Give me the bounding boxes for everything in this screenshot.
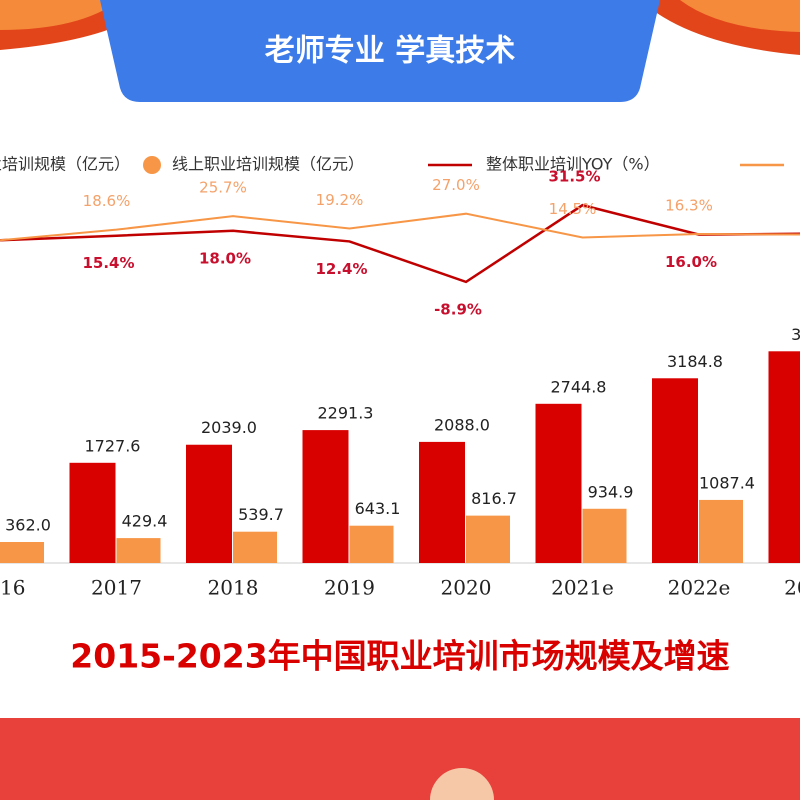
line	[0, 212, 800, 242]
decor-right-2	[680, 0, 800, 32]
data-label: 16.3%	[665, 197, 713, 215]
data-label: 2088.0	[434, 415, 490, 434]
x-tick-label: 2017	[91, 576, 142, 600]
x-tick-label: 2018	[208, 576, 259, 600]
data-label: 19.2%	[316, 191, 364, 209]
data-label: 3650	[791, 325, 800, 344]
data-label: 1727.6	[85, 436, 141, 455]
banner-text: 老师专业 学真技术	[265, 34, 515, 69]
decor-left-2	[0, 0, 120, 30]
footer-band	[0, 718, 800, 800]
data-label: 16.0%	[665, 253, 717, 271]
data-label: 934.9	[588, 482, 634, 501]
data-label: 18.6%	[83, 192, 131, 210]
bar	[535, 403, 582, 563]
data-label: 25.7%	[199, 179, 247, 197]
data-label: 27.0%	[432, 176, 480, 194]
bar	[419, 441, 465, 563]
bar	[0, 542, 44, 563]
data-label: 12.4%	[315, 260, 367, 278]
data-label: 539.7	[238, 505, 284, 524]
footer-decor	[430, 768, 494, 800]
data-label: 816.7	[471, 489, 517, 508]
chart-title: 2015-2023年中国职业培训市场规模及增速	[70, 637, 729, 676]
bar	[699, 499, 743, 563]
x-tick-label: 2022e	[668, 576, 731, 600]
legend-label: 线上职业培训规模（亿元）	[172, 155, 364, 174]
data-label: 643.1	[355, 499, 401, 518]
x-tick-label: 2020	[441, 576, 492, 600]
x-tick-label: 2016	[0, 576, 25, 600]
bar	[116, 538, 161, 563]
bar	[582, 508, 627, 563]
data-label: 15.4%	[82, 254, 134, 272]
data-label: 1087.4	[699, 473, 755, 492]
data-label: 2744.8	[551, 377, 607, 396]
data-label: -8.9%	[434, 300, 482, 318]
bar	[349, 525, 394, 563]
bar	[302, 430, 349, 563]
legend-label: 线下职业培训规模（亿元）	[0, 155, 130, 174]
legend-marker	[143, 156, 161, 174]
data-label: 18.0%	[199, 249, 251, 267]
chart: 2016 2017 2018 2019 2020 2021e 2022e 2023e 1727.…	[0, 155, 800, 600]
data-label: 2291.3	[318, 404, 374, 423]
data-label: 2039.0	[201, 418, 257, 437]
data-label: 3184.8	[667, 352, 723, 371]
x-tick-label: 2021e	[551, 576, 614, 600]
data-label: 14.5%	[549, 200, 597, 218]
x-tick-label: 2019	[324, 576, 375, 600]
bar	[69, 462, 116, 563]
x-tick-label: 2023e	[784, 576, 800, 600]
line	[0, 203, 800, 284]
data-label: 31.5%	[548, 168, 600, 186]
bar	[466, 515, 510, 563]
data-label: 429.4	[122, 512, 168, 531]
bar	[652, 378, 698, 563]
banner	[100, 0, 660, 102]
bar	[768, 351, 800, 563]
legend-label: 整体职业培训YOY（%）	[486, 155, 660, 174]
bar	[186, 444, 232, 563]
bar	[233, 531, 277, 563]
data-label: 362.0	[5, 516, 51, 535]
